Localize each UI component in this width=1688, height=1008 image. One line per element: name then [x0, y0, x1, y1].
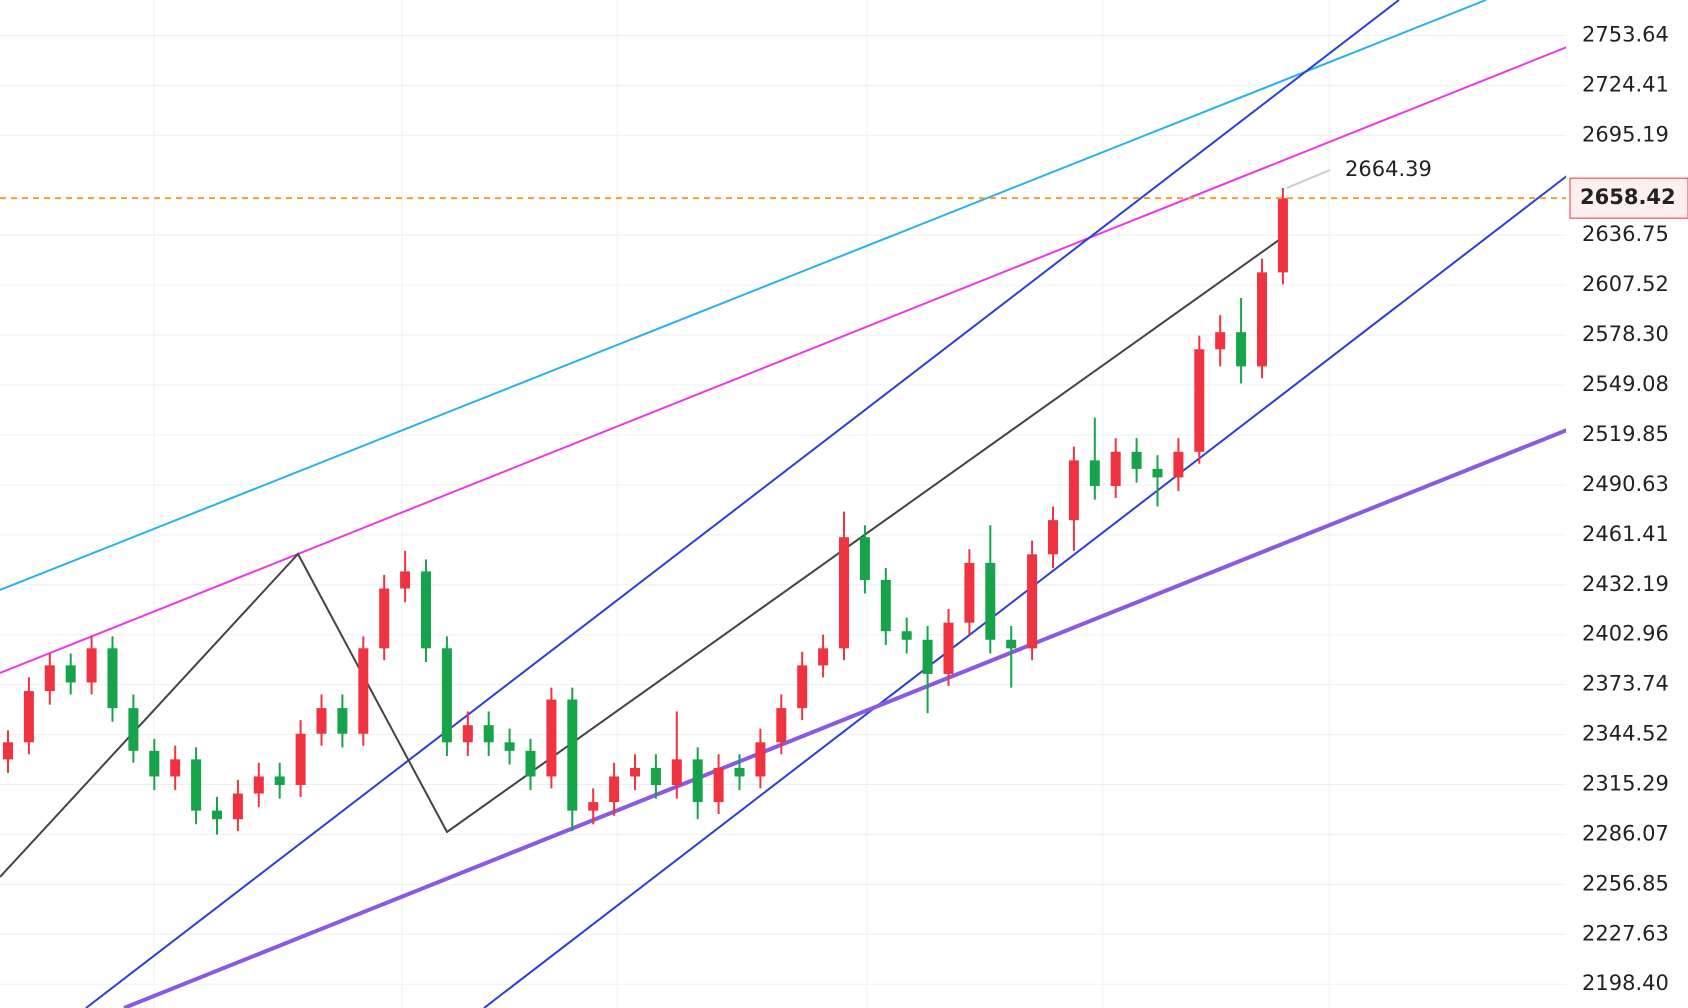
- candle-body: [567, 699, 578, 811]
- y-tick-label: 2402.96: [1582, 622, 1669, 646]
- candle-body: [1110, 451, 1121, 486]
- candle-body: [253, 776, 264, 794]
- candle-body: [1194, 349, 1205, 452]
- axis-background: [1566, 0, 1688, 1008]
- trend-line: [0, 44, 1573, 674]
- candle-body: [149, 750, 160, 777]
- trend-lines: [0, 0, 1573, 1008]
- candle-body: [212, 810, 222, 820]
- candle-body: [483, 725, 494, 743]
- price-label-box: [1569, 177, 1688, 219]
- grid: [0, 34, 1566, 985]
- y-tick-label: 2461.41: [1582, 522, 1669, 546]
- candle-body: [1089, 460, 1100, 486]
- y-tick-label: 2607.52: [1582, 272, 1669, 296]
- candle-body: [943, 622, 954, 674]
- candle-body: [901, 631, 912, 640]
- candle-body: [462, 725, 473, 743]
- candle-body: [65, 665, 76, 683]
- candle-body: [671, 759, 682, 786]
- y-axis: 2753.64 2724.41 2695.19 2636.75 2607.52 2578.…: [1569, 22, 1688, 995]
- candle-body: [44, 665, 55, 692]
- y-tick-label: 2286.07: [1582, 821, 1669, 845]
- candle-body: [23, 691, 34, 743]
- candle-body: [818, 648, 829, 666]
- y-tick-label: 2315.29: [1582, 772, 1669, 796]
- candle-body: [191, 759, 202, 811]
- candle-body: [525, 750, 536, 777]
- candle-body: [609, 776, 620, 803]
- candle-body: [1236, 332, 1247, 367]
- candle-body: [3, 742, 13, 760]
- candle-body: [797, 665, 808, 709]
- y-tick-label: 2636.75: [1582, 222, 1669, 246]
- high-marker: [1286, 169, 1331, 189]
- trend-line: [0, 0, 1487, 591]
- candle-body: [400, 571, 411, 589]
- candle-body: [316, 708, 327, 734]
- candle-body: [1257, 272, 1267, 367]
- vertical-grid: [153, 0, 1330, 1008]
- trend-line: [123, 426, 1573, 1008]
- candle-body: [1215, 332, 1226, 350]
- candle-body: [441, 648, 452, 743]
- candle-body: [964, 562, 975, 623]
- y-tick-label: 2724.41: [1582, 72, 1669, 96]
- candle-body: [1277, 198, 1288, 273]
- candle-body: [880, 579, 891, 632]
- trend-line: [85, 0, 1400, 1008]
- candle-body: [839, 537, 849, 649]
- candle-body: [755, 742, 766, 777]
- y-tick-label: 2227.63: [1582, 921, 1669, 945]
- candle-body: [630, 767, 640, 777]
- candle-body: [295, 733, 306, 786]
- y-tick-label: 2256.85: [1582, 871, 1669, 895]
- y-tick-label: 2753.64: [1582, 22, 1669, 46]
- candle-body: [107, 648, 118, 709]
- candle-body: [922, 639, 933, 674]
- candle-body: [170, 759, 181, 777]
- candle-body: [232, 793, 243, 820]
- candle-body: [1048, 520, 1058, 555]
- y-tick-label: 2432.19: [1582, 572, 1669, 596]
- candle-body: [692, 759, 703, 803]
- candle-body: [985, 562, 996, 640]
- candle-body: [337, 708, 348, 734]
- candle-body: [86, 648, 97, 683]
- candle-body: [713, 767, 724, 803]
- candle-body: [859, 537, 870, 580]
- candle-body: [546, 699, 557, 777]
- y-tick-label: 2490.63: [1582, 472, 1669, 496]
- candle-body: [650, 767, 661, 786]
- candle-body: [588, 802, 599, 811]
- candles: 2664.39: [0, 157, 1566, 835]
- candle-body: [1152, 468, 1163, 478]
- candle-body: [1068, 460, 1079, 521]
- price-label: 2658.42: [1580, 185, 1676, 209]
- y-tick-label: 2344.52: [1582, 722, 1669, 746]
- candle-body: [1131, 451, 1142, 469]
- zigzag-line: [0, 234, 1287, 878]
- candle-body: [274, 776, 285, 786]
- candle-body: [1006, 639, 1017, 649]
- candle-body: [379, 588, 390, 649]
- candle-body: [128, 708, 139, 751]
- y-tick-label: 2198.40: [1582, 971, 1669, 995]
- y-tick-label: 2373.74: [1582, 672, 1669, 696]
- candle-body: [358, 648, 369, 734]
- y-tick-label: 2695.19: [1582, 122, 1669, 146]
- y-tick-label: 2519.85: [1582, 422, 1669, 446]
- candle-body: [421, 571, 431, 649]
- y-tick-label: 2549.08: [1582, 372, 1669, 396]
- candle-body: [734, 767, 745, 777]
- candle-body: [776, 708, 787, 743]
- high-label: 2664.39: [1345, 157, 1432, 181]
- y-tick-label: 2578.30: [1582, 322, 1669, 346]
- candle-body: [1173, 451, 1184, 478]
- candle-body: [1027, 554, 1038, 649]
- candle-body: [504, 742, 515, 751]
